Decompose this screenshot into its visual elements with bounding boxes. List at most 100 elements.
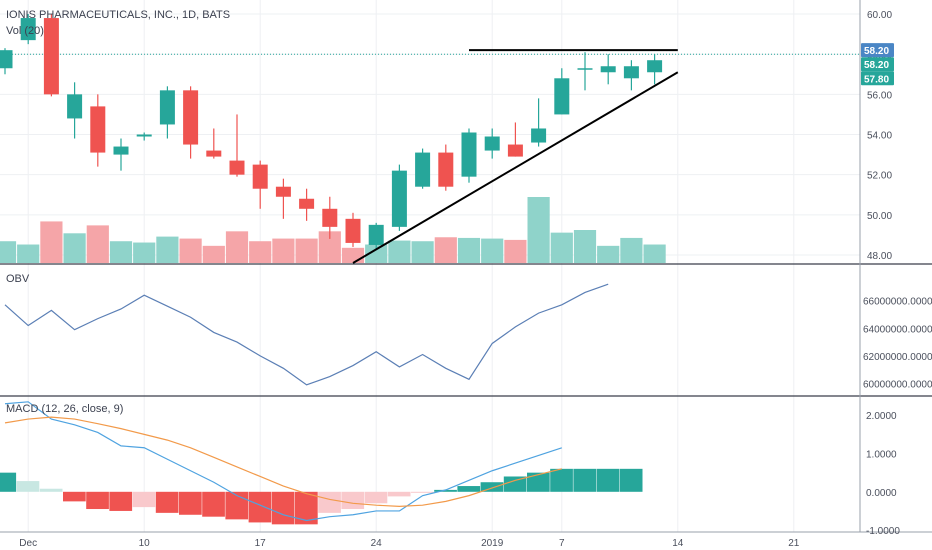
volume-bar (0, 241, 17, 263)
price-badge (861, 57, 894, 72)
macd-histogram-bar (179, 491, 202, 515)
macd-histogram-bar (63, 491, 86, 502)
time-tick-label: 7 (559, 538, 565, 549)
volume-layer (0, 197, 666, 263)
price-tick-label: 54.00 (867, 131, 892, 142)
price-tick-label: 56.00 (867, 90, 892, 101)
macd-histogram-bar (318, 491, 341, 513)
volume-bar (133, 242, 156, 263)
time-tick-label: 10 (139, 538, 151, 549)
macd-line (4, 401, 562, 522)
candle-body (206, 150, 222, 157)
price-badge (861, 71, 894, 86)
volume-bar (40, 221, 63, 263)
macd-histogram-bar (39, 488, 63, 492)
macd-label: MACD (12, 26, close, 9) (6, 403, 123, 415)
candle-body (577, 68, 593, 70)
time-tick-label: 14 (672, 538, 684, 549)
macd-histogram-bar (341, 491, 365, 510)
candle-body (0, 50, 13, 69)
candle-body (531, 128, 547, 143)
candle-body (368, 224, 384, 245)
price-tick-label: 48.00 (867, 251, 892, 262)
time-tick-label: 2019 (481, 538, 504, 549)
time-tick-label: Dec (19, 538, 37, 549)
macd-histogram-bar (202, 491, 225, 517)
macd-histogram-bar (596, 468, 620, 492)
price-badge (861, 43, 894, 58)
macd-tick-label: 0.0000 (866, 488, 897, 499)
macd-histogram-bar (364, 491, 388, 504)
volume-bar (202, 245, 225, 263)
macd-histogram-bar (619, 468, 643, 492)
volume-bar (573, 230, 597, 263)
time-tick-label: 24 (371, 538, 383, 549)
macd-histogram-bar (480, 482, 504, 492)
macd-histogram-bar (457, 486, 481, 492)
candle-body (554, 78, 570, 115)
candle-body (415, 152, 431, 187)
obv-line (4, 283, 609, 386)
macd-histogram-bar (86, 491, 109, 510)
candle-body (299, 198, 315, 209)
candle-body (438, 152, 454, 187)
volume-bar (434, 237, 457, 263)
obv-tick-label: 60000000.0000 (863, 379, 932, 390)
price-tick-label: 52.00 (867, 171, 892, 182)
candle-body (183, 90, 199, 145)
candle-body (159, 90, 175, 125)
volume-bar (550, 232, 573, 263)
candle-body (461, 132, 477, 177)
volume-bar (597, 245, 620, 263)
time-tick-label: 17 (255, 538, 267, 549)
candle-body (322, 208, 338, 227)
macd-tick-label: 2.0000 (866, 411, 897, 422)
price-tick-label: 50.00 (867, 211, 892, 222)
candle-body (623, 66, 639, 79)
time-tick-label: 21 (788, 538, 800, 549)
macd-histogram-bar (109, 491, 133, 511)
axis-layer: 60.0058.0056.0054.0052.0050.0048.0058.20… (19, 10, 932, 549)
volume-bar (17, 244, 40, 263)
volume-label: Vol (20) (6, 25, 44, 37)
price-badge-label: 57.80 (864, 74, 889, 85)
candle-body (90, 106, 106, 153)
candle-body (391, 170, 407, 227)
macd-histogram-bar (503, 476, 527, 492)
obv-tick-label: 64000000.0000 (863, 324, 932, 335)
support-trendline (352, 71, 679, 264)
candle-body (113, 146, 129, 155)
volume-bar (249, 241, 272, 263)
volume-bar (481, 238, 504, 263)
volume-bar (63, 233, 86, 263)
volume-bar (318, 231, 341, 263)
annotation-layer (352, 49, 679, 264)
volume-bar (179, 238, 202, 263)
macd-histogram-bar (573, 468, 597, 492)
macd-histogram-bar (225, 491, 249, 520)
macd-histogram-bar (387, 491, 411, 497)
macd-histogram-bar (132, 491, 156, 508)
volume-bar (527, 197, 550, 263)
candle-body (67, 94, 83, 119)
macd-histogram-bar (248, 491, 272, 523)
volume-bar (109, 241, 133, 263)
candle-body (484, 136, 500, 151)
candle-body (345, 218, 361, 243)
candle-body (647, 60, 663, 73)
macd-layer (0, 401, 643, 525)
candle-body (136, 134, 152, 137)
macd-histogram-bar (0, 472, 17, 492)
volume-bar (504, 239, 527, 263)
macd-histogram-bar (527, 472, 550, 492)
macd-histogram-bar (155, 491, 179, 513)
volume-bar (388, 240, 411, 263)
volume-bar (295, 238, 318, 263)
volume-bar (86, 225, 109, 263)
obv-tick-label: 66000000.0000 (863, 297, 932, 308)
obv-tick-label: 62000000.0000 (863, 352, 932, 363)
candle-body (252, 164, 268, 189)
macd-tick-label: 1.0000 (866, 450, 897, 461)
macd-histogram-bar (295, 491, 318, 525)
